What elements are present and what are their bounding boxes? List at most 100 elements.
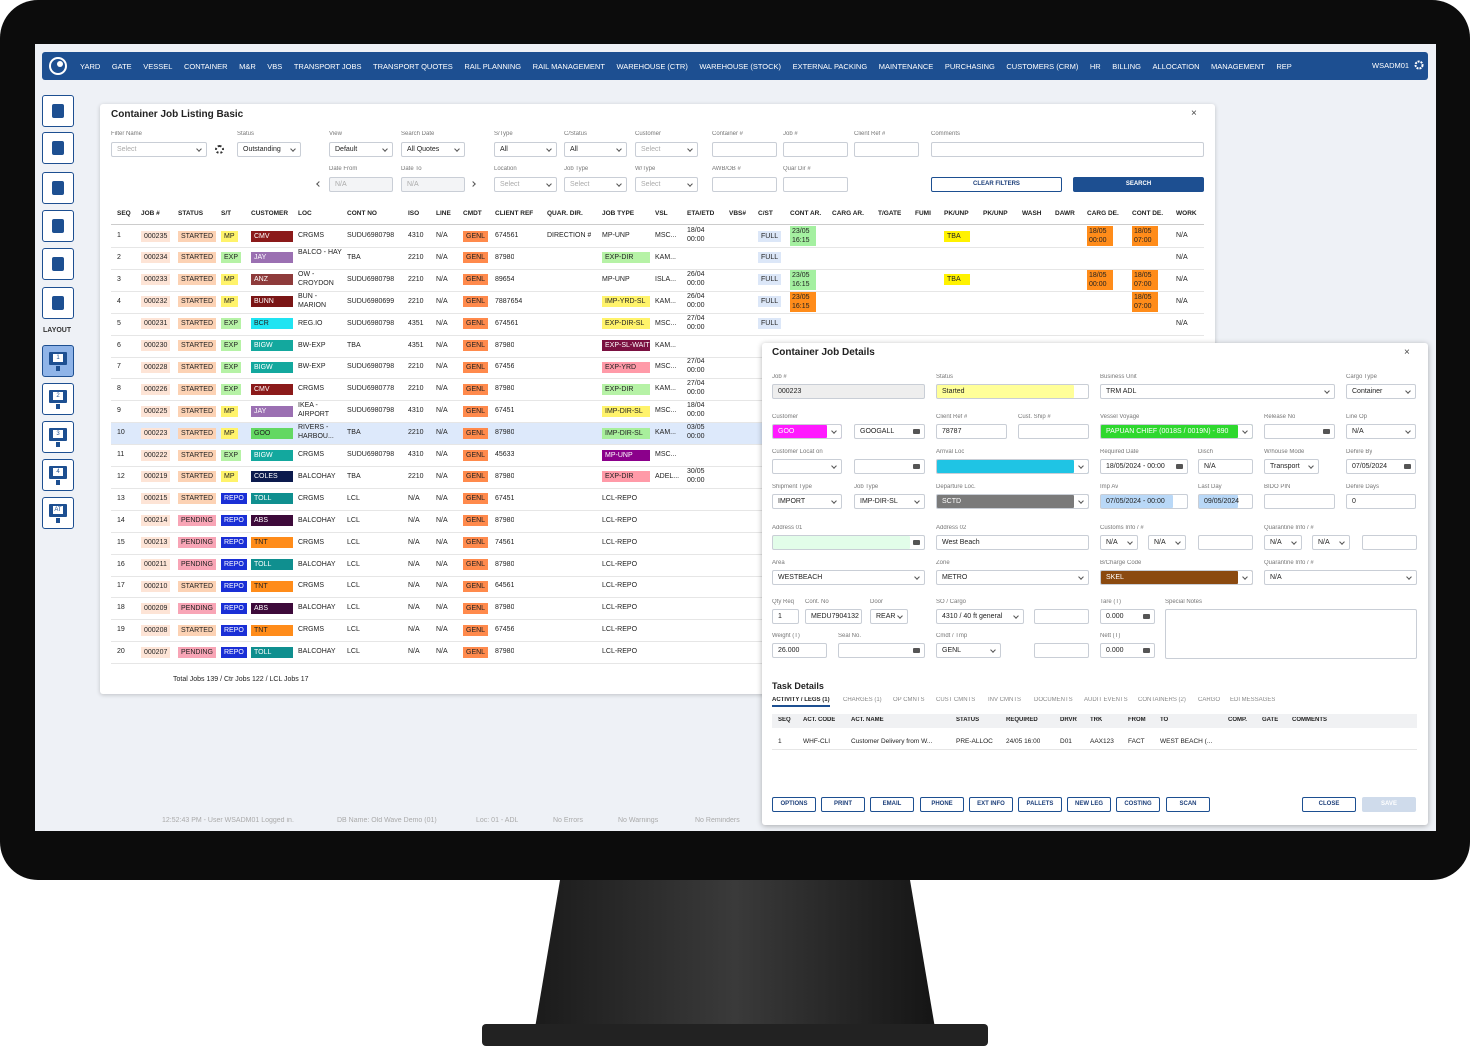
field-input[interactable]: N/A — [1100, 535, 1138, 550]
tab[interactable]: ACTIVITY / LEGS (1) — [772, 697, 830, 707]
filter-input[interactable] — [712, 142, 777, 157]
sidebar-button[interactable] — [42, 248, 74, 280]
action-button[interactable]: OPTIONS — [772, 797, 816, 812]
table-row[interactable] — [111, 511, 1204, 533]
field-input[interactable]: REAR — [870, 609, 908, 624]
tab[interactable]: INV CMNTS — [988, 697, 1021, 703]
tab[interactable]: OP CMNTS — [893, 697, 925, 703]
task-row[interactable] — [772, 732, 1417, 750]
layout-button[interactable]: 3 — [42, 421, 74, 453]
field-input[interactable]: N/A — [1312, 535, 1350, 550]
action-button[interactable]: NEW LEG — [1067, 797, 1111, 812]
field-input[interactable]: WESTBEACH — [772, 570, 925, 585]
layout-button[interactable]: AT — [42, 497, 74, 529]
action-button[interactable]: SAVE — [1362, 797, 1416, 812]
field-input[interactable]: MEDU7904132 — [805, 609, 862, 624]
layout-button[interactable]: 2 — [42, 383, 74, 415]
field-input[interactable] — [1264, 424, 1335, 439]
table-row[interactable] — [111, 576, 1204, 599]
menu-item[interactable]: ALLOCATION — [1152, 61, 1200, 71]
filter-input[interactable]: Select — [635, 177, 698, 192]
field-input[interactable] — [1034, 643, 1089, 658]
filter-input[interactable]: Select — [111, 142, 207, 157]
field-input[interactable]: 1 — [772, 609, 799, 624]
field-input[interactable]: N/A — [1264, 570, 1417, 585]
filter-input[interactable] — [931, 142, 1204, 157]
tab[interactable]: AUDIT EVENTS — [1084, 697, 1128, 703]
tab[interactable]: EDI MESSAGES — [1230, 697, 1276, 703]
filter-input[interactable]: N/A — [329, 177, 393, 192]
menu-item[interactable]: WAREHOUSE (STOCK) — [699, 61, 782, 71]
field-input[interactable] — [1264, 494, 1335, 509]
menu-item[interactable]: GATE — [111, 61, 132, 71]
sidebar-button[interactable] — [42, 172, 74, 204]
field-input[interactable]: West Beach — [936, 535, 1089, 550]
action-button[interactable]: EXT INFO — [969, 797, 1013, 812]
filter-input[interactable]: All — [564, 142, 627, 157]
layout-button[interactable]: 1 — [42, 345, 74, 377]
filter-input[interactable]: N/A — [401, 177, 465, 192]
field-input[interactable] — [838, 643, 925, 658]
table-row[interactable] — [111, 555, 1204, 577]
filter-input[interactable] — [783, 177, 848, 192]
menu-item[interactable]: CUSTOMERS (CRM) — [1006, 61, 1079, 71]
settings-icon[interactable] — [1414, 60, 1424, 70]
action-button[interactable]: EMAIL — [870, 797, 914, 812]
sidebar-button[interactable] — [42, 210, 74, 242]
table-row[interactable] — [111, 226, 1204, 248]
field-input[interactable]: TRM ADL — [1100, 384, 1335, 399]
table-row[interactable] — [111, 401, 1204, 424]
table-row[interactable] — [111, 270, 1204, 292]
field-input[interactable]: 07/05/2024 - 00:00 — [1100, 494, 1188, 509]
menu-item[interactable]: HR — [1089, 61, 1101, 71]
field-input[interactable]: N/A — [1264, 535, 1302, 550]
table-row[interactable] — [111, 598, 1204, 621]
layout-button[interactable]: 4 — [42, 459, 74, 491]
field-input[interactable]: N/A — [1148, 535, 1186, 550]
menu-item[interactable]: WAREHOUSE (CTR) — [616, 61, 688, 71]
field-input[interactable]: 000223 — [772, 384, 925, 399]
menu-item[interactable]: PURCHASING — [944, 61, 995, 71]
field-input[interactable]: 0.000 — [1100, 609, 1155, 624]
filter-input[interactable]: Select — [635, 142, 698, 157]
table-row[interactable] — [111, 248, 1204, 270]
field-input[interactable]: 4310 / 40 ft general — [936, 609, 1024, 624]
field-input[interactable]: 0 — [1346, 494, 1416, 509]
close-button[interactable]: × — [1191, 108, 1197, 119]
filter-input[interactable] — [854, 142, 919, 157]
field-input[interactable]: GOO — [772, 424, 842, 439]
tab[interactable]: CHARGES (1) — [843, 697, 882, 703]
menu-item[interactable]: REP — [1276, 61, 1292, 71]
field-input[interactable] — [772, 535, 925, 550]
table-row[interactable] — [111, 489, 1204, 511]
menu-item[interactable]: RAIL MANAGEMENT — [532, 61, 605, 71]
field-input[interactable]: N/A — [1198, 459, 1253, 474]
field-input[interactable] — [1018, 424, 1089, 439]
field-input[interactable]: Transport — [1264, 459, 1319, 474]
field-input[interactable]: 07/05/2024 — [1346, 459, 1416, 474]
sidebar-button[interactable] — [42, 95, 74, 127]
menu-item[interactable]: BILLING — [1112, 61, 1142, 71]
field-input[interactable]: IMP-DIR-SL — [854, 494, 925, 509]
filter-input[interactable]: Default — [329, 142, 393, 157]
action-button[interactable]: CLOSE — [1302, 797, 1356, 812]
table-row[interactable] — [111, 642, 1204, 665]
field-input[interactable]: 26.000 — [772, 643, 827, 658]
field-input[interactable] — [854, 459, 925, 474]
tab[interactable]: CUST CMNTS — [936, 697, 976, 703]
menu-item[interactable]: M&R — [239, 61, 256, 71]
field-input[interactable]: SKEL — [1100, 570, 1253, 585]
field-input[interactable]: GOOGALL — [854, 424, 925, 439]
menu-item[interactable]: RAIL PLANNING — [464, 61, 522, 71]
field-input[interactable]: 09/05/2024 — [1198, 494, 1253, 509]
filter-input[interactable] — [783, 142, 848, 157]
field-input[interactable] — [936, 459, 1089, 474]
user[interactable]: WSADM01 — [1372, 61, 1410, 70]
field-input[interactable]: GENL — [936, 643, 1001, 658]
field-input[interactable]: Container — [1346, 384, 1416, 399]
filter-input[interactable]: All Quotes — [401, 142, 465, 157]
menu-item[interactable]: MANAGEMENT — [1211, 61, 1265, 71]
search-button[interactable]: SEARCH — [1073, 177, 1204, 192]
table-row[interactable] — [111, 314, 1204, 336]
filter-input[interactable]: Select — [564, 177, 627, 192]
